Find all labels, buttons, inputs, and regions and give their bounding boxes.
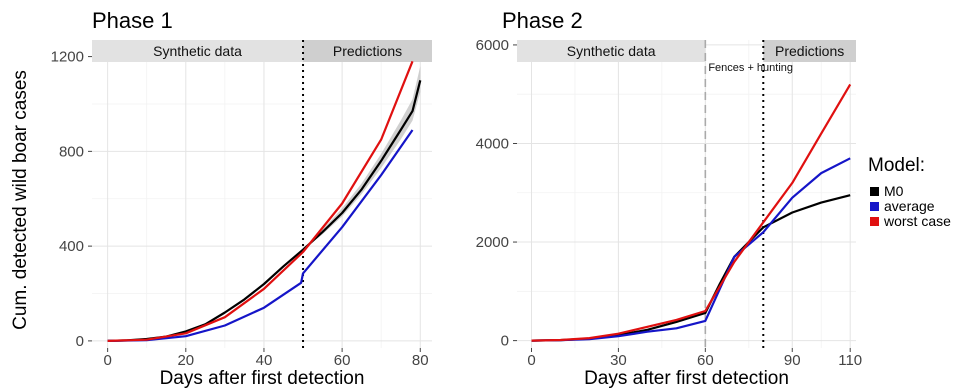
legend-label-m0: M0 (884, 183, 904, 199)
x-tick-label: 20 (177, 352, 194, 369)
plot-area (517, 40, 856, 348)
y-tick-label: 800 (59, 143, 84, 160)
y-tick-label: 0 (76, 333, 84, 350)
legend-item-worst-case: worst case (870, 213, 951, 229)
x-tick-label: 80 (412, 352, 429, 369)
y-tick-label: 4000 (476, 135, 509, 152)
chart-panel-2: Synthetic data Predictions Fences + huntin… (476, 8, 863, 389)
y-tick-label: 400 (59, 238, 84, 255)
y-tick-label: 2000 (476, 234, 509, 251)
x-tick-label: 110 (838, 352, 862, 369)
series-line-worst-case (107, 60, 414, 342)
y-axis-label: Cum. detected wild boar cases (10, 70, 31, 330)
y-tick-label: 0 (501, 333, 509, 350)
x-tick-label: 0 (103, 352, 111, 369)
series-line-worst-case (531, 83, 852, 342)
legend-key-average (870, 202, 879, 211)
band-predictions (763, 40, 856, 62)
x-tick-label: 0 (527, 352, 535, 369)
band-label: Synthetic data (567, 43, 656, 59)
x-tick-label: 40 (256, 352, 273, 369)
band-predictions (303, 40, 432, 62)
series-line-average (107, 129, 414, 342)
band-synthetic-data (517, 40, 706, 62)
x-tick-label: 60 (697, 352, 714, 369)
legend-item-average: average (870, 198, 935, 214)
x-tick-label: 60 (334, 352, 351, 369)
legend-key-m0 (870, 187, 879, 196)
legend-title: Model: (868, 155, 925, 176)
x-axis-label: Days after first detection (160, 368, 365, 389)
chart-title: Phase 1 (92, 8, 173, 33)
legend-item-m0: M0 (870, 183, 904, 199)
x-tick-label: 30 (610, 352, 627, 369)
y-tick-label: 1200 (51, 49, 84, 66)
legend-key-worst-case (870, 217, 879, 226)
band-label: Predictions (775, 43, 844, 59)
annotation-label: Fences + hunting (708, 62, 793, 74)
plot-area (92, 40, 432, 348)
legend-label-worst-case: worst case (883, 213, 951, 229)
chart-panel-1: Synthetic data Predictions 0 400 800 1200 0 20 4… (51, 8, 432, 389)
x-tick-label: 90 (784, 352, 801, 369)
x-axis-label: Days after first detection (584, 368, 789, 389)
band-label: Synthetic data (153, 43, 242, 59)
chart-title: Phase 2 (502, 8, 583, 33)
legend-label-average: average (884, 198, 935, 214)
band-synthetic-data (92, 40, 304, 62)
y-tick-label: 6000 (476, 37, 509, 54)
band-label: Predictions (333, 43, 402, 59)
